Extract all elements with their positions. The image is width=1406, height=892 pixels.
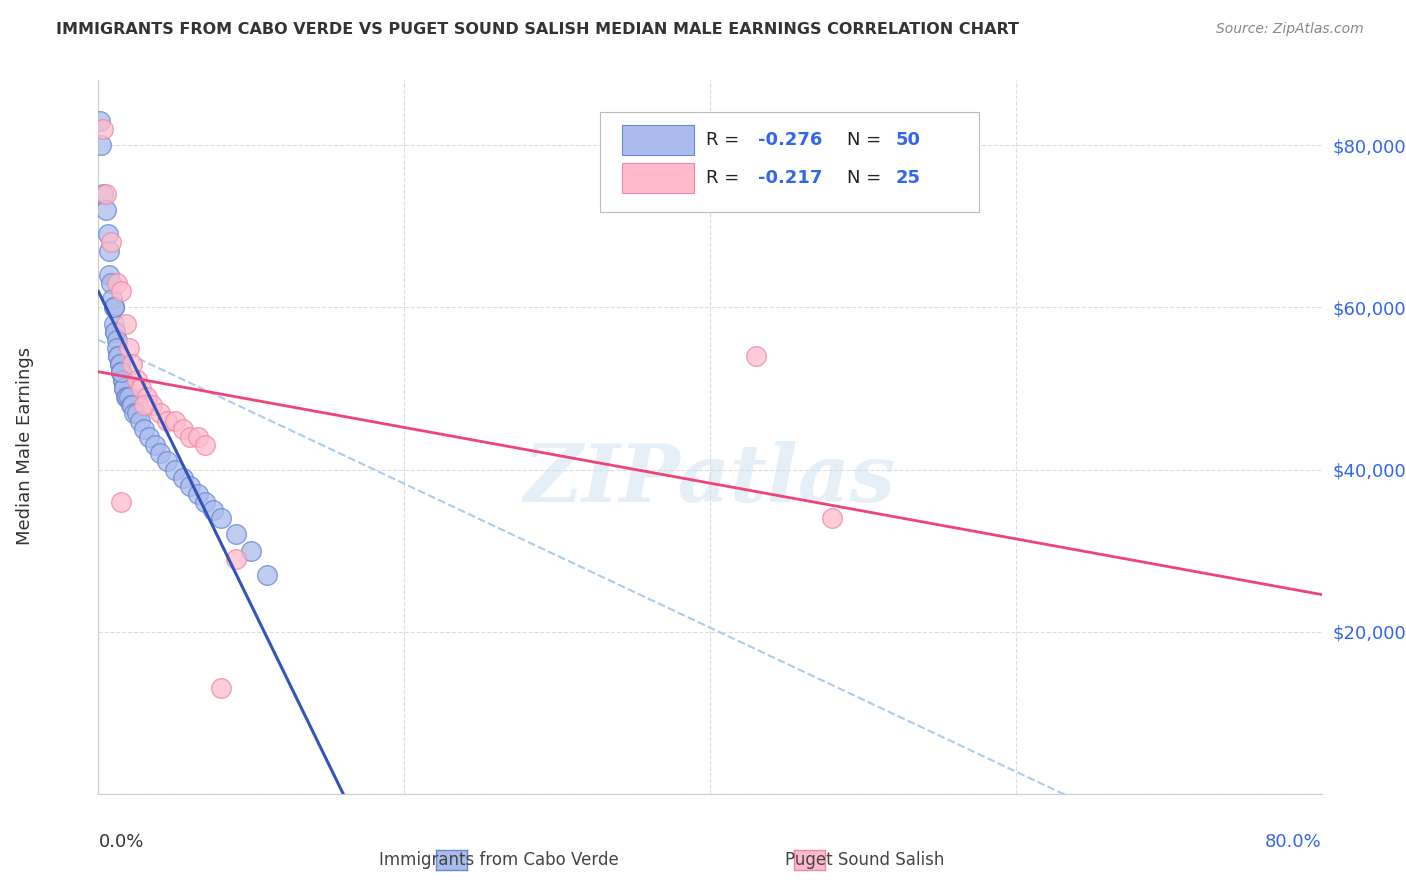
Point (105, 276, 128, 290)
Point (209, 681, 232, 696)
Point (163, 462, 186, 476)
FancyBboxPatch shape (600, 112, 979, 212)
Point (112, 381, 135, 395)
Point (121, 357, 143, 371)
Point (91, 186, 114, 201)
Point (103, 317, 125, 331)
Point (98, 244, 121, 258)
Point (156, 454, 179, 468)
Point (97, 227, 120, 242)
Point (115, 317, 138, 331)
Point (134, 422, 156, 436)
Point (187, 430, 209, 444)
Point (110, 495, 132, 509)
Point (156, 414, 179, 428)
Point (179, 430, 201, 444)
Point (120, 398, 142, 412)
Point (108, 357, 131, 371)
Point (117, 390, 139, 404)
Point (104, 325, 127, 339)
Point (104, 325, 127, 339)
Text: R =: R = (706, 169, 745, 187)
FancyBboxPatch shape (621, 163, 695, 193)
Point (110, 284, 132, 298)
Point (103, 301, 125, 315)
Point (149, 446, 172, 460)
Point (115, 390, 138, 404)
Text: -0.276: -0.276 (758, 131, 823, 149)
Point (136, 390, 159, 404)
Text: 50: 50 (896, 131, 921, 149)
Point (91, 122, 114, 136)
Point (107, 349, 129, 363)
Point (89, 113, 111, 128)
Point (111, 373, 134, 387)
Point (98, 268, 121, 282)
Text: N =: N = (846, 131, 887, 149)
Text: IMMIGRANTS FROM CABO VERDE VS PUGET SOUND SALISH MEDIAN MALE EARNINGS CORRELATIO: IMMIGRANTS FROM CABO VERDE VS PUGET SOUN… (56, 22, 1019, 37)
Point (94, 202, 117, 217)
Point (194, 495, 217, 509)
Text: N =: N = (846, 169, 887, 187)
Point (172, 470, 194, 484)
Point (240, 543, 263, 558)
Text: 80.0%: 80.0% (1265, 833, 1322, 851)
FancyBboxPatch shape (621, 125, 695, 155)
Point (128, 414, 150, 428)
Point (745, 349, 768, 363)
Point (110, 365, 132, 379)
Point (256, 568, 278, 582)
Point (141, 398, 163, 412)
Point (105, 341, 128, 355)
Point (105, 333, 128, 347)
Point (94, 186, 117, 201)
Point (138, 430, 160, 444)
Text: 25: 25 (896, 169, 921, 187)
Point (118, 390, 141, 404)
Point (149, 406, 172, 420)
Point (209, 511, 232, 525)
Point (118, 341, 141, 355)
Point (163, 414, 186, 428)
Point (821, 511, 844, 525)
Point (110, 365, 132, 379)
Text: Median Male Earnings: Median Male Earnings (17, 347, 34, 545)
Point (187, 487, 209, 501)
Point (121, 398, 143, 412)
Text: Immigrants from Cabo Verde: Immigrants from Cabo Verde (380, 851, 619, 869)
Point (134, 398, 156, 412)
Point (112, 381, 135, 395)
Text: R =: R = (706, 131, 745, 149)
Point (202, 503, 225, 517)
Point (125, 406, 148, 420)
Text: -0.217: -0.217 (758, 169, 823, 187)
Point (143, 438, 166, 452)
Text: ZIPatlas: ZIPatlas (524, 442, 896, 518)
Point (125, 373, 148, 387)
Point (108, 357, 131, 371)
Text: Puget Sound Salish: Puget Sound Salish (785, 851, 945, 869)
Point (179, 479, 201, 493)
Point (111, 373, 134, 387)
Point (194, 438, 217, 452)
Point (100, 235, 122, 250)
Point (107, 349, 129, 363)
Point (129, 381, 152, 395)
Point (90, 138, 112, 153)
Point (172, 422, 194, 436)
Text: Source: ZipAtlas.com: Source: ZipAtlas.com (1216, 22, 1364, 37)
Text: 0.0%: 0.0% (98, 833, 143, 851)
Point (100, 276, 122, 290)
Point (225, 551, 247, 566)
Point (225, 527, 247, 541)
Point (122, 406, 145, 420)
Point (103, 301, 125, 315)
Point (110, 365, 132, 379)
Point (101, 292, 124, 306)
